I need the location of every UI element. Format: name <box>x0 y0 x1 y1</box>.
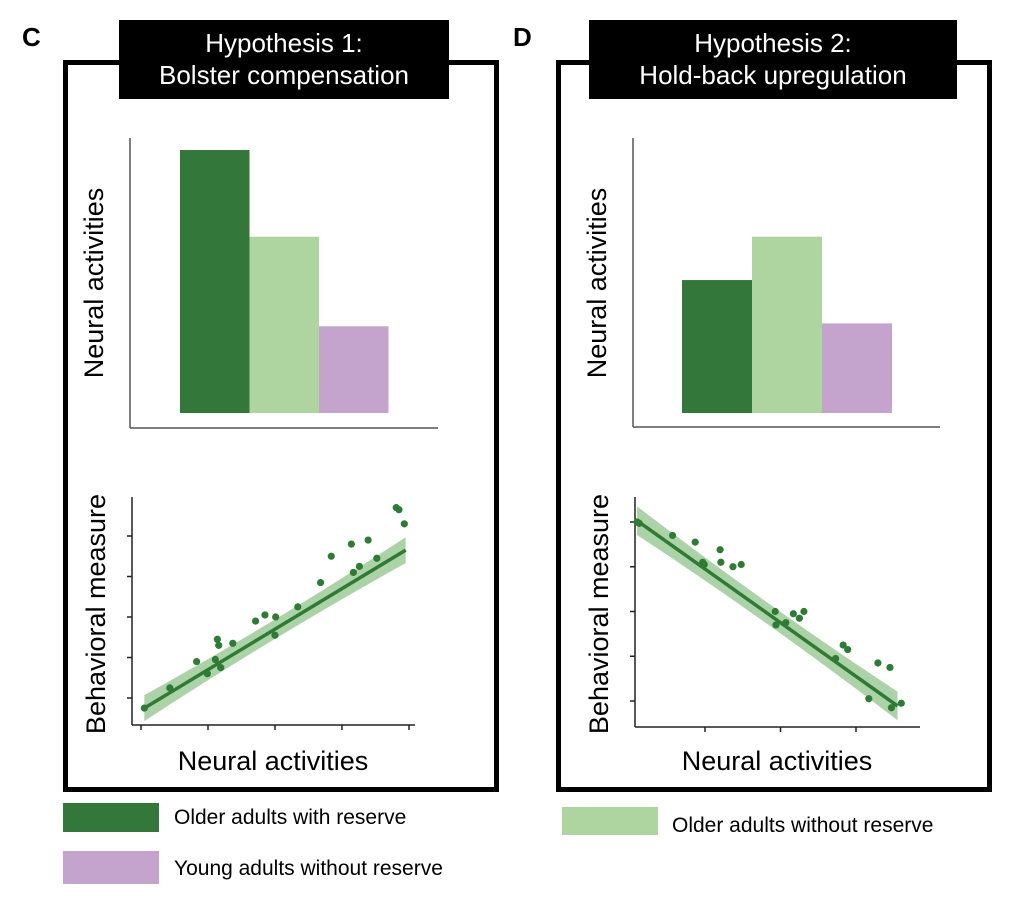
d-bar-y-label: Neural activities <box>582 188 612 379</box>
d-scatter-point-2 <box>635 519 643 527</box>
c-scatter-point-20 <box>364 536 372 544</box>
c-bar-y-label: Neural activities <box>79 188 109 379</box>
d-scatter-point-15 <box>795 614 803 622</box>
d-bar-bar-2 <box>752 236 822 413</box>
c-scatter-fit-line <box>143 548 407 710</box>
legend-swatch-older-with-reserve <box>63 803 159 832</box>
d-bar-bar-3 <box>822 323 892 413</box>
d-scatter-point-4 <box>691 538 699 546</box>
legend-swatch-young-without-reserve <box>63 851 159 884</box>
d-bar-bar-1 <box>682 280 752 413</box>
c-scatter-point-11 <box>261 611 269 619</box>
panel-c-title: Hypothesis 1: Bolster compensation <box>119 20 449 99</box>
c-scatter-point-8 <box>217 664 225 672</box>
d-scatter-point-18 <box>839 641 847 649</box>
c-scatter-point-2 <box>166 684 174 692</box>
panel-letter-c: C <box>22 22 41 52</box>
c-bar-bar-3 <box>319 326 389 413</box>
c-scatter-point-15 <box>316 578 325 587</box>
legend-label-older-with-reserve: Older adults with reserve <box>174 806 407 829</box>
d-scatter-point-21 <box>874 659 882 667</box>
d-scatter-point-9 <box>729 563 737 571</box>
d-scatter-point-10 <box>737 560 745 569</box>
c-scatter-point-16 <box>327 552 335 560</box>
c-scatter-point-24 <box>400 520 408 528</box>
c-bar-bar-2 <box>249 236 319 413</box>
c-scatter-y-label: Behavioral measure <box>81 494 111 734</box>
d-scatter-point-3 <box>668 531 677 540</box>
c-scatter-point-5 <box>211 655 219 664</box>
c-scatter-point-4 <box>203 670 211 678</box>
d-scatter-point-23 <box>887 704 896 712</box>
d-scatter-point-24 <box>897 699 905 707</box>
panel-letter-d: D <box>513 22 532 52</box>
d-scatter-fit-line <box>636 519 899 708</box>
d-scatter-x-label: Neural activities <box>682 746 873 776</box>
d-scatter-point-12 <box>772 621 780 629</box>
c-scatter-point-7 <box>215 641 223 649</box>
d-scatter-point-16 <box>800 607 808 616</box>
d-scatter-point-14 <box>789 610 797 618</box>
c-scatter-point-18 <box>349 568 357 577</box>
panel-d-title-line2: Hold-back upregulation <box>639 60 907 90</box>
d-scatter-point-13 <box>782 619 790 627</box>
c-bar-bar-1 <box>180 150 250 413</box>
d-scatter-point-8 <box>717 558 725 566</box>
legend-swatch-older-without-reserve <box>562 807 658 835</box>
c-scatter-point-14 <box>294 603 302 611</box>
c-scatter-x-label: Neural activities <box>178 746 369 776</box>
c-scatter-point-9 <box>229 639 237 647</box>
panel-d-title-line1: Hypothesis 2: <box>694 28 852 58</box>
d-scatter-point-11 <box>771 607 779 616</box>
c-scatter-point-12 <box>271 631 279 639</box>
c-scatter-point-23 <box>395 506 403 514</box>
c-scatter-point-6 <box>213 635 221 643</box>
legend-label-older-without-reserve: Older adults without reserve <box>672 814 934 837</box>
d-scatter-point-6 <box>700 560 708 569</box>
d-scatter-point-19 <box>844 645 852 654</box>
c-scatter-point-10 <box>251 617 260 625</box>
panel-c-title-line2: Bolster compensation <box>158 60 410 90</box>
d-scatter-point-20 <box>865 695 873 703</box>
panel-c-title-line1: Hypothesis 1: <box>205 28 363 58</box>
d-scatter-point-7 <box>716 546 724 554</box>
panel-d-title: Hypothesis 2: Hold-back upregulation <box>589 20 957 99</box>
d-scatter-point-17 <box>832 654 840 663</box>
c-scatter-point-1 <box>140 704 148 712</box>
c-scatter-point-17 <box>347 540 355 548</box>
c-scatter-point-3 <box>193 657 201 666</box>
c-scatter-point-13 <box>272 613 280 621</box>
d-scatter-point-22 <box>886 663 894 672</box>
c-scatter-point-19 <box>355 562 364 570</box>
c-scatter-point-21 <box>373 554 381 562</box>
legend-label-young-without-reserve: Young adults without reserve <box>174 857 443 880</box>
d-scatter-y-label: Behavioral measure <box>584 494 614 734</box>
